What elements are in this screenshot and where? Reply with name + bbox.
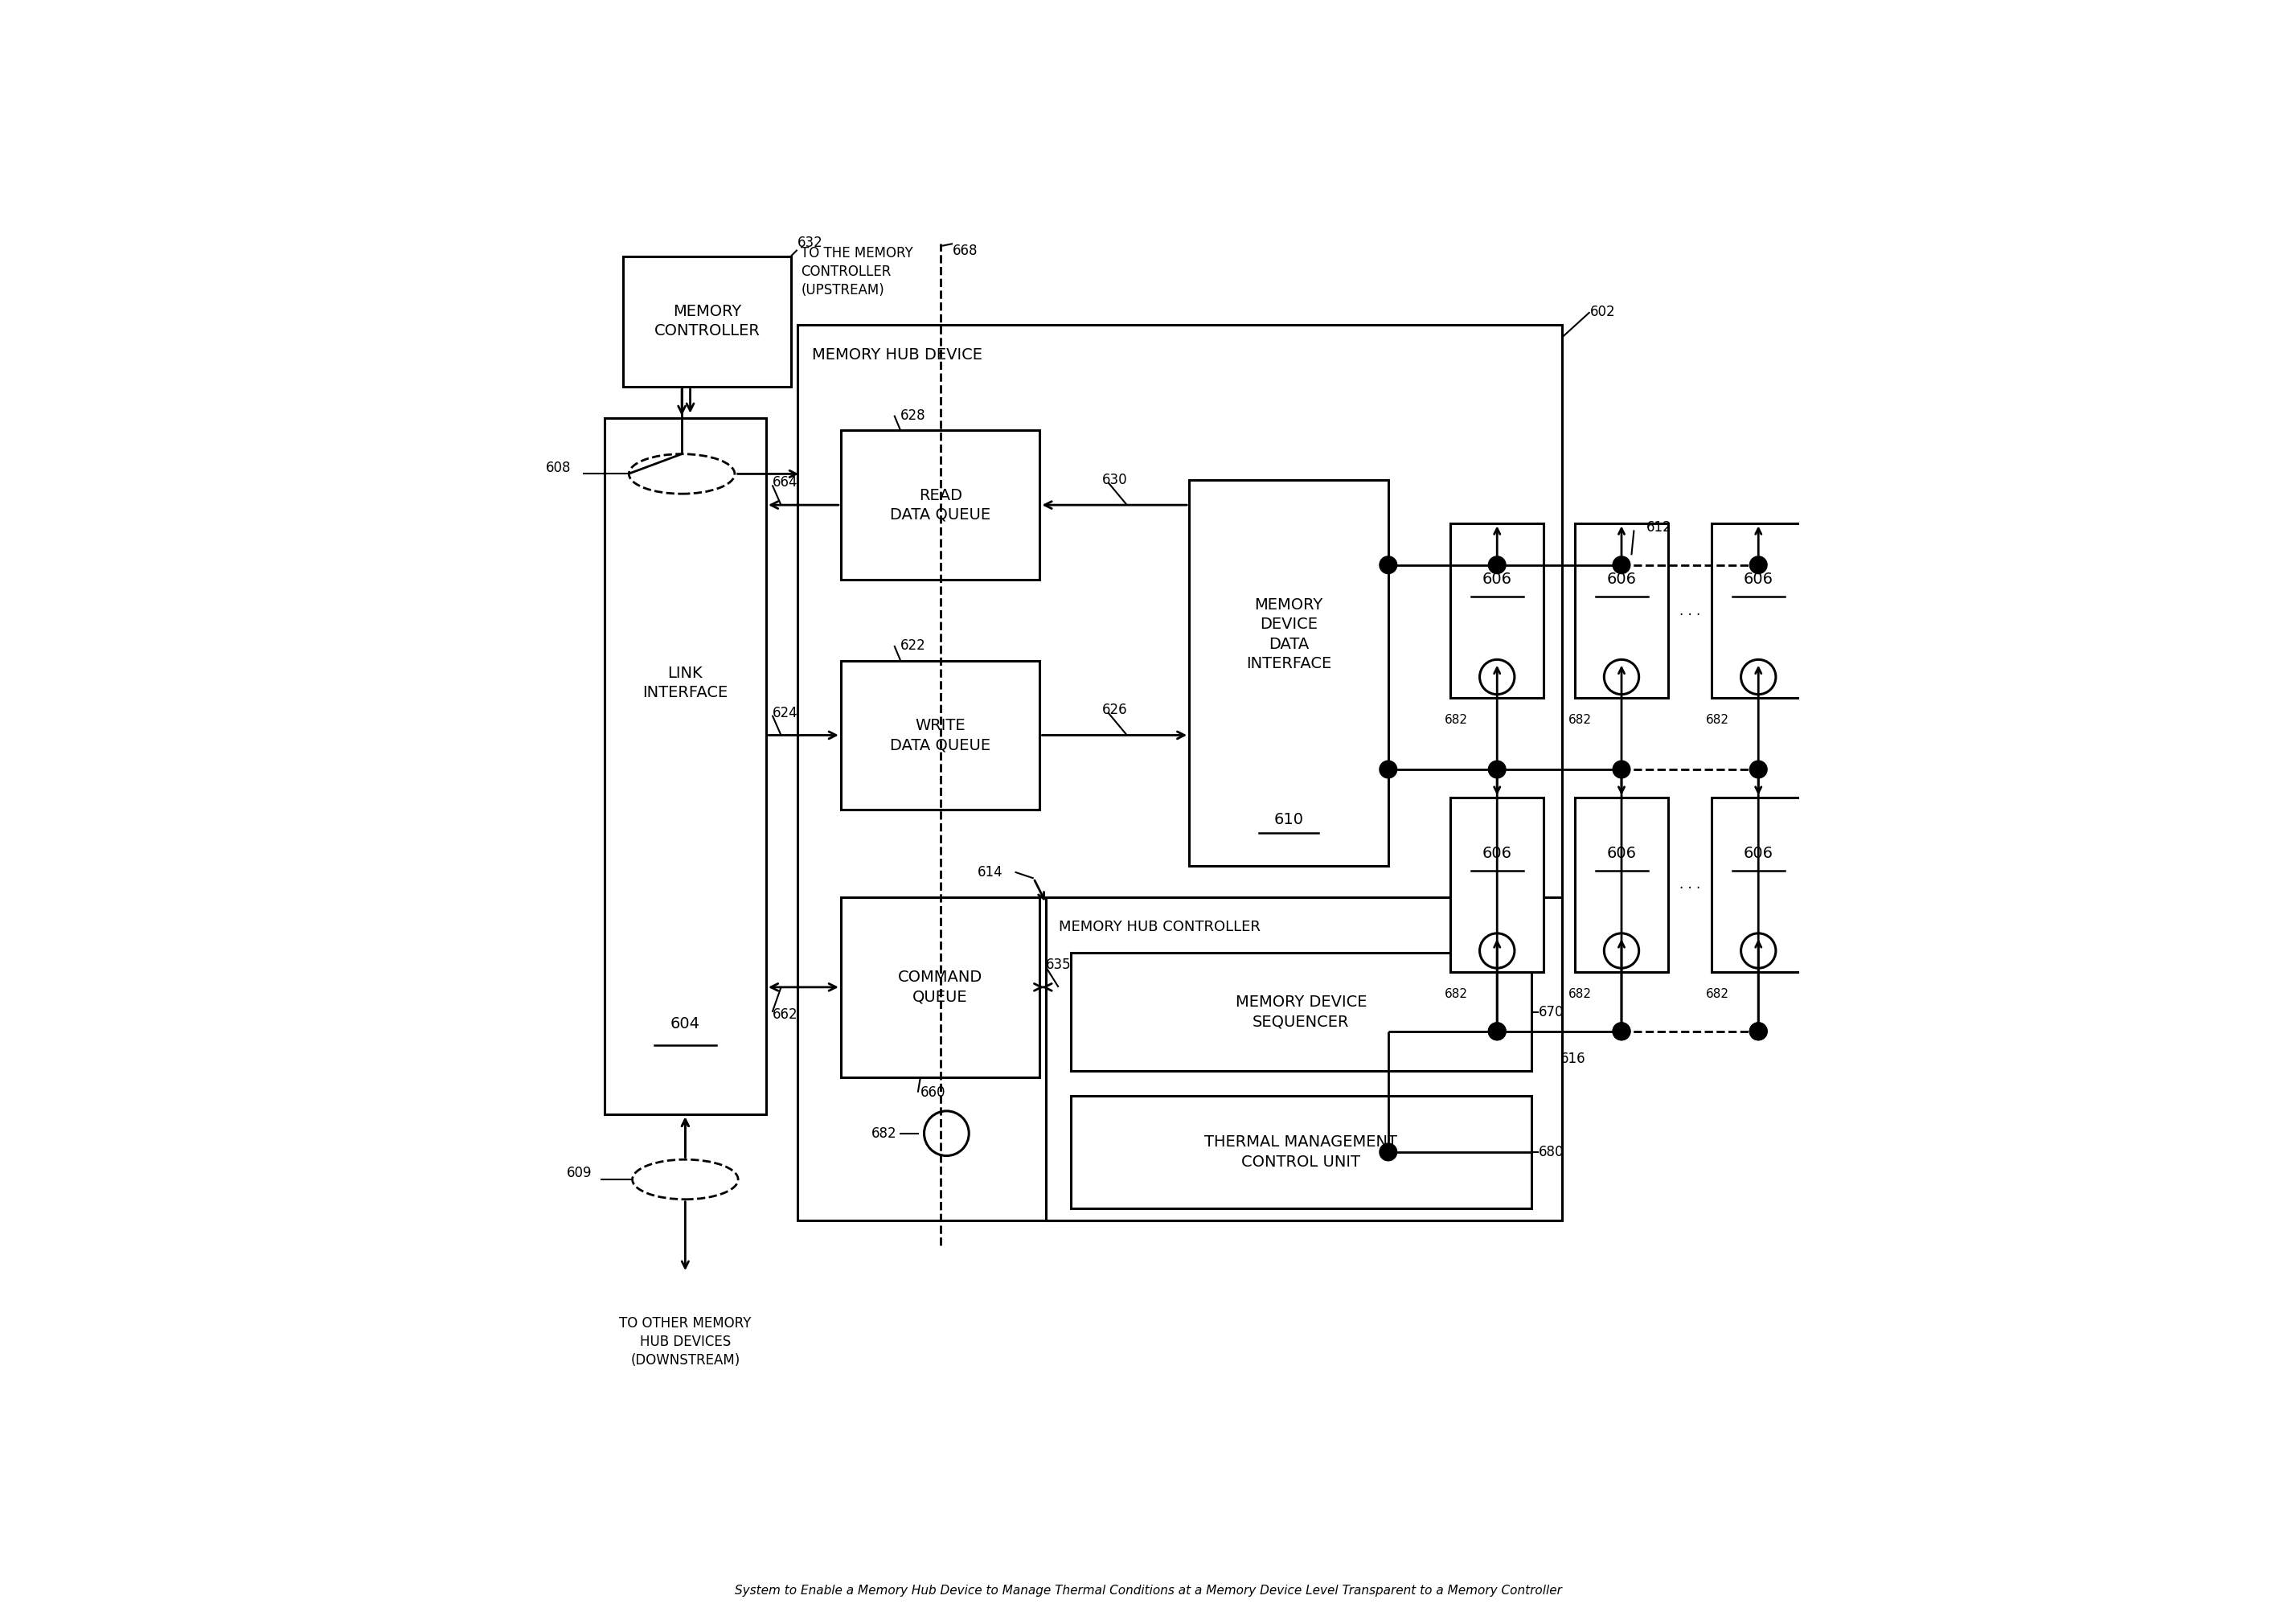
Circle shape: [1612, 1023, 1630, 1041]
Text: 670: 670: [1538, 1005, 1564, 1020]
Text: 608: 608: [546, 461, 572, 475]
Circle shape: [1750, 1023, 1768, 1041]
FancyBboxPatch shape: [604, 419, 767, 1115]
FancyBboxPatch shape: [840, 897, 1040, 1078]
Text: 664: 664: [771, 475, 797, 490]
Text: TO OTHER MEMORY
HUB DEVICES
(DOWNSTREAM): TO OTHER MEMORY HUB DEVICES (DOWNSTREAM): [620, 1317, 751, 1367]
Text: 630: 630: [1102, 473, 1127, 488]
Text: 682: 682: [1444, 714, 1467, 726]
Circle shape: [1488, 556, 1506, 574]
Circle shape: [1380, 1144, 1396, 1160]
Text: . . .: . . .: [1678, 877, 1701, 892]
FancyBboxPatch shape: [840, 430, 1040, 580]
Text: THERMAL MANAGEMENT
CONTROL UNIT: THERMAL MANAGEMENT CONTROL UNIT: [1205, 1134, 1398, 1170]
Text: 682: 682: [1706, 987, 1729, 1000]
Text: 682: 682: [1568, 714, 1591, 726]
FancyBboxPatch shape: [1047, 897, 1561, 1220]
Text: 622: 622: [900, 638, 925, 653]
Text: MEMORY HUB DEVICE: MEMORY HUB DEVICE: [813, 347, 983, 362]
Text: 606: 606: [1483, 845, 1513, 861]
Circle shape: [1488, 761, 1506, 779]
Text: COMMAND
QUEUE: COMMAND QUEUE: [898, 970, 983, 1005]
Circle shape: [1488, 1023, 1506, 1041]
Text: 606: 606: [1607, 845, 1637, 861]
Circle shape: [1488, 1023, 1506, 1041]
Circle shape: [1612, 1023, 1630, 1041]
Text: 614: 614: [978, 865, 1003, 879]
Text: 624: 624: [771, 706, 797, 721]
Text: READ
DATA QUEUE: READ DATA QUEUE: [891, 488, 990, 522]
FancyBboxPatch shape: [1189, 480, 1389, 866]
Text: 635: 635: [1047, 958, 1072, 971]
FancyBboxPatch shape: [1713, 524, 1805, 698]
Text: 606: 606: [1483, 572, 1513, 587]
FancyBboxPatch shape: [840, 661, 1040, 810]
Text: 682: 682: [870, 1126, 898, 1141]
Text: LINK
INTERFACE: LINK INTERFACE: [643, 666, 728, 700]
Text: 612: 612: [1646, 520, 1671, 535]
Text: WRITE
DATA QUEUE: WRITE DATA QUEUE: [891, 718, 990, 753]
Text: 606: 606: [1607, 572, 1637, 587]
Circle shape: [1750, 556, 1768, 574]
FancyBboxPatch shape: [797, 325, 1561, 1220]
FancyBboxPatch shape: [1451, 797, 1543, 971]
Circle shape: [1612, 761, 1630, 779]
Text: 632: 632: [797, 236, 822, 250]
Text: 682: 682: [1568, 987, 1591, 1000]
FancyBboxPatch shape: [1713, 797, 1805, 971]
FancyBboxPatch shape: [1070, 1096, 1531, 1209]
Circle shape: [1380, 761, 1396, 779]
Text: 602: 602: [1589, 305, 1614, 320]
FancyBboxPatch shape: [1070, 953, 1531, 1071]
Text: 682: 682: [1706, 714, 1729, 726]
Text: 610: 610: [1274, 811, 1304, 827]
Text: TO THE MEMORY
CONTROLLER
(UPSTREAM): TO THE MEMORY CONTROLLER (UPSTREAM): [801, 246, 914, 297]
FancyBboxPatch shape: [1451, 524, 1543, 698]
Circle shape: [1750, 761, 1768, 779]
FancyBboxPatch shape: [622, 255, 792, 386]
Text: 660: 660: [921, 1084, 946, 1099]
Text: 628: 628: [900, 409, 925, 423]
Text: 606: 606: [1743, 845, 1773, 861]
Circle shape: [1380, 556, 1396, 574]
Text: 662: 662: [771, 1007, 797, 1021]
Text: System to Enable a Memory Hub Device to Manage Thermal Conditions at a Memory De: System to Enable a Memory Hub Device to …: [735, 1585, 1561, 1597]
Text: MEMORY DEVICE
SEQUENCER: MEMORY DEVICE SEQUENCER: [1235, 995, 1366, 1029]
Circle shape: [1612, 556, 1630, 574]
FancyBboxPatch shape: [1575, 797, 1669, 971]
Text: 604: 604: [670, 1016, 700, 1031]
Text: 680: 680: [1538, 1144, 1564, 1159]
Text: 606: 606: [1743, 572, 1773, 587]
Text: . . .: . . .: [1678, 603, 1701, 617]
Text: 626: 626: [1102, 703, 1127, 718]
Circle shape: [1750, 1023, 1768, 1041]
Text: MEMORY HUB CONTROLLER: MEMORY HUB CONTROLLER: [1058, 920, 1261, 934]
FancyBboxPatch shape: [1575, 524, 1669, 698]
Text: 668: 668: [953, 244, 978, 259]
Text: 682: 682: [1444, 987, 1467, 1000]
Text: MEMORY
CONTROLLER: MEMORY CONTROLLER: [654, 304, 760, 339]
Text: MEMORY
DEVICE
DATA
INTERFACE: MEMORY DEVICE DATA INTERFACE: [1247, 598, 1332, 671]
Text: 609: 609: [567, 1167, 592, 1180]
Text: 616: 616: [1561, 1052, 1587, 1067]
